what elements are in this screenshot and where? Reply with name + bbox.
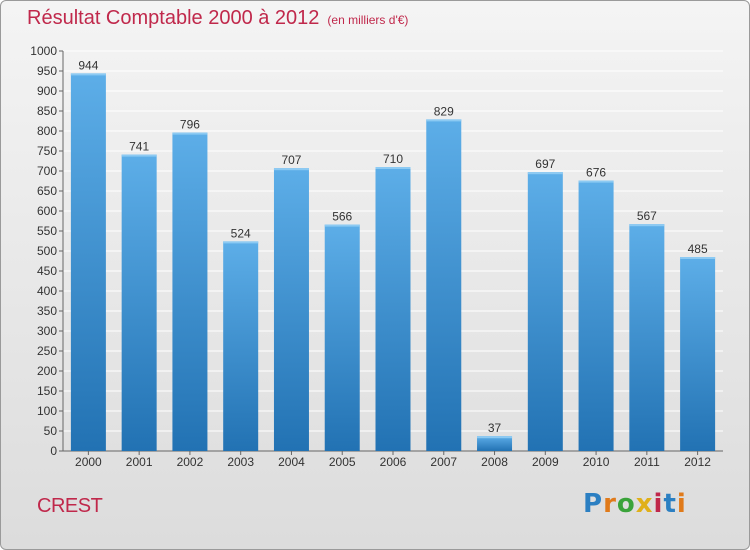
x-tick-label: 2006 [380,455,407,469]
x-axis: 2000 2001 2002 2003 2004 2005 2006 2007 2008 2009… [75,451,711,469]
y-tick-label: 0 [50,444,57,458]
title-text: Résultat Comptable 2000 à 2012 [27,7,320,29]
y-tick-label: 100 [37,404,57,418]
bar-highlight [680,257,716,259]
data-labels: 944 741 796 524 707 566 710 829 37 697 676 567 485 [78,58,708,435]
y-tick-label: 750 [37,144,57,158]
commune-name: CREST [37,495,103,517]
bar-highlight [629,224,665,227]
y-tick-label: 200 [37,364,57,378]
y-tick-label: 800 [37,124,57,138]
logo-letter: r [603,489,617,519]
bar-2009[interactable] [527,172,563,451]
y-tick-label: 500 [37,244,57,258]
data-label: 710 [383,152,403,166]
y-tick-label: 650 [37,184,57,198]
bar-highlight [273,168,309,171]
bar-highlight [172,132,208,135]
data-label: 829 [434,104,454,118]
bar-2003[interactable] [223,241,259,451]
data-label: 567 [637,209,657,223]
bar-2012[interactable] [680,257,716,451]
y-tick-label: 300 [37,324,57,338]
proxiti-logo[interactable]: Proxiti [583,489,687,519]
chart-title: Résultat Comptable 2000 à 2012 (en millie… [27,7,408,30]
x-tick-label: 2003 [227,455,254,469]
bar-2006[interactable] [375,167,411,451]
chart-subtitle: (en milliers d'€) [327,13,409,27]
bar-highlight [578,180,614,183]
data-label: 676 [586,166,606,180]
y-tick-label: 850 [37,104,57,118]
x-tick-label: 2001 [126,455,153,469]
data-label: 485 [688,242,708,256]
logo-letter: P [583,489,604,519]
data-label: 707 [281,153,301,167]
data-label: 566 [332,210,352,224]
y-tick-label: 950 [37,64,57,78]
x-tick-label: 2004 [278,455,305,469]
data-label: 697 [535,157,555,171]
bar-2001[interactable] [121,154,157,451]
bar-highlight [324,224,360,227]
x-tick-label: 2007 [430,455,457,469]
y-tick-label: 550 [37,224,57,238]
y-tick-label: 700 [37,164,57,178]
bar-2002[interactable] [172,132,208,451]
x-tick-label: 2002 [177,455,204,469]
y-tick-label: 900 [37,84,57,98]
y-tick-label: 600 [37,204,57,218]
data-label: 37 [488,421,502,435]
bar-2000[interactable] [70,73,106,452]
bar-2005[interactable] [324,224,360,451]
logo-letter: t [663,489,677,519]
x-tick-label: 2005 [329,455,356,469]
bar-2011[interactable] [629,224,665,451]
data-label: 796 [180,118,200,132]
y-tick-label: 450 [37,264,57,278]
bar-highlight [121,154,157,157]
x-tick-label: 2010 [583,455,610,469]
bars [70,73,716,452]
logo-letter: x [635,489,654,519]
data-label: 944 [78,58,98,72]
logo-letter: i [653,489,664,519]
bar-highlight [70,73,106,76]
x-tick-label: 2000 [75,455,102,469]
y-tick-label: 350 [37,304,57,318]
x-tick-label: 2009 [532,455,559,469]
bar-2010[interactable] [578,180,614,451]
y-tick-label: 150 [37,384,57,398]
y-tick-label: 250 [37,344,57,358]
y-axis: 0 50 100 150 200 250 300 350 400 450 500 550 600 650 7… [30,44,723,458]
logo-letter: i [676,489,687,519]
bar-2008[interactable] [477,436,513,451]
bar-highlight [477,436,513,439]
data-label: 741 [129,140,149,154]
bar-highlight [527,172,563,175]
bar-highlight [223,241,259,244]
bar-2007[interactable] [426,119,462,452]
bar-2004[interactable] [273,168,309,451]
logo-letter: o [616,489,636,519]
y-tick-label: 1000 [30,44,57,58]
bar-highlight [426,119,462,122]
y-tick-label: 400 [37,284,57,298]
data-label: 524 [231,226,251,240]
bar-highlight [375,167,411,169]
x-tick-label: 2011 [634,455,660,469]
x-tick-label: 2012 [684,455,711,469]
y-tick-label: 50 [44,424,58,438]
x-tick-label: 2008 [481,455,508,469]
